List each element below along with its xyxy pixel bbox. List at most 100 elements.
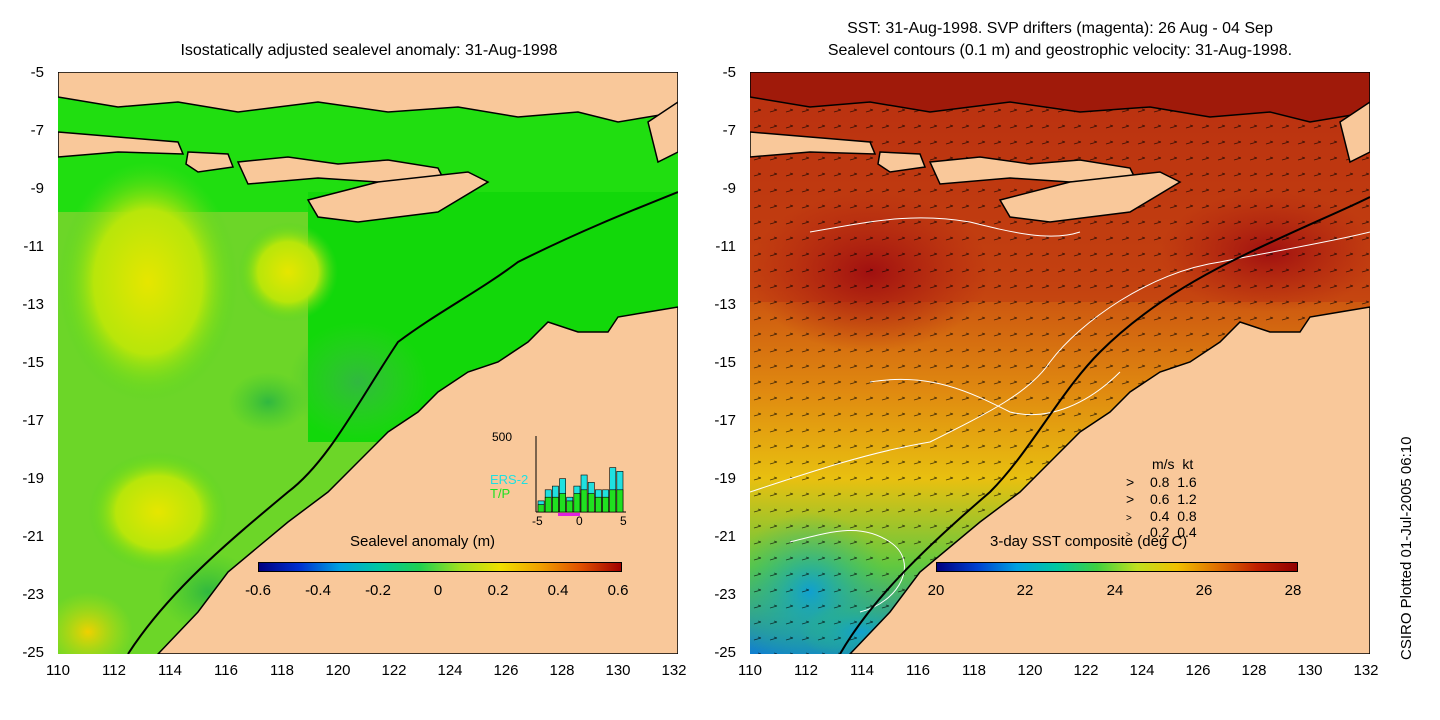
x-tick: 114 <box>158 662 182 679</box>
velocity-ms: 0.4 <box>1150 508 1170 524</box>
x-tick: 128 <box>1241 662 1267 679</box>
y-tick: -9 <box>722 180 736 197</box>
sla-colorbar <box>258 562 622 572</box>
histogram-bar-tp <box>566 500 574 513</box>
y-tick: -21 <box>714 528 736 545</box>
x-tick: 120 <box>1017 662 1043 679</box>
colorbar-tick: -0.2 <box>365 582 391 599</box>
x-tick: 132 <box>661 662 687 679</box>
right-map-title-line2: Sealevel contours (0.1 m) and geostrophi… <box>827 42 1293 59</box>
x-tick: 126 <box>493 662 519 679</box>
velocity-legend-kt-header: kt <box>1182 456 1194 472</box>
colorbar-tick: 22 <box>1016 582 1034 599</box>
y-tick: -5 <box>30 64 44 81</box>
histogram-bar-tp <box>537 504 545 513</box>
velocity-legend-row: >0.6 1.2 <box>1126 491 1197 507</box>
histogram-bar-tp <box>580 489 588 513</box>
y-tick: -9 <box>30 180 44 197</box>
y-tick: -19 <box>22 470 44 487</box>
histogram-x-tick: 5 <box>620 514 627 528</box>
y-tick: -13 <box>714 296 736 313</box>
colorbar-tick: -0.4 <box>305 582 331 599</box>
colorbar-tick: 0 <box>433 582 443 599</box>
colorbar-tick: 28 <box>1284 582 1302 599</box>
histogram-x-tick: -5 <box>532 514 543 528</box>
y-tick: -15 <box>714 354 736 371</box>
sst-velocity-map <box>750 72 1370 654</box>
track-count-histogram <box>535 436 626 516</box>
plot-timestamp: CSIRO Plotted 01-Jul-2005 06:10 <box>1398 436 1415 660</box>
y-tick: -23 <box>714 586 736 603</box>
colorbar-tick: 26 <box>1195 582 1213 599</box>
y-tick: -11 <box>23 238 44 255</box>
x-tick: 114 <box>850 662 874 679</box>
x-tick: 116 <box>214 662 238 679</box>
y-tick: -25 <box>714 644 736 661</box>
x-tick: 118 <box>270 662 294 679</box>
velocity-ms: 0.8 <box>1150 474 1170 490</box>
x-tick: 116 <box>906 662 930 679</box>
colorbar-tick: 0.6 <box>607 582 629 599</box>
x-tick: 112 <box>794 662 818 679</box>
sst-colorbar <box>936 562 1298 572</box>
x-tick: 112 <box>102 662 126 679</box>
histogram-bar-tp <box>559 493 566 513</box>
histogram-bar-tp <box>616 489 624 513</box>
y-tick: -17 <box>714 412 736 429</box>
colorbar-tick: 0.2 <box>487 582 509 599</box>
y-tick: -23 <box>22 586 44 603</box>
y-tick: -25 <box>22 644 44 661</box>
x-tick: 124 <box>1129 662 1155 679</box>
left-map-title: Isostatically adjusted sealevel anomaly:… <box>180 42 558 59</box>
histogram-bar-tp <box>609 489 617 513</box>
velocity-legend-row: >0.4 0.8 <box>1126 508 1197 524</box>
y-tick: -7 <box>30 122 44 139</box>
y-tick: -21 <box>22 528 44 545</box>
colorbar-tick: -0.6 <box>245 582 271 599</box>
x-tick: 118 <box>962 662 986 679</box>
x-tick: 128 <box>549 662 575 679</box>
histogram-x-tick: 0 <box>576 514 583 528</box>
x-tick: 122 <box>381 662 407 679</box>
histogram-bar-tp <box>602 496 609 513</box>
histogram-bar-tp <box>595 496 602 513</box>
histogram-max-label: 500 <box>492 430 513 444</box>
y-tick: -17 <box>22 412 44 429</box>
y-tick: -7 <box>722 122 736 139</box>
right-map-title-line1: SST: 31-Aug-1998. SVP drifters (magenta)… <box>847 20 1273 37</box>
velocity-legend-row: >0.2 0.4 <box>1126 524 1197 540</box>
x-tick: 130 <box>1297 662 1323 679</box>
velocity-ms: 0.2 <box>1150 524 1170 540</box>
histogram-bar-tp <box>587 493 595 513</box>
y-tick: -15 <box>22 354 44 371</box>
x-tick: 110 <box>738 662 762 679</box>
x-tick: 130 <box>605 662 631 679</box>
histogram-bar-tp <box>573 493 581 513</box>
y-tick: -11 <box>715 238 736 255</box>
sst-colorbar-label: 3-day SST composite (deg C) <box>990 533 1188 550</box>
sla-colorbar-label: Sealevel anomaly (m) <box>350 533 496 550</box>
colorbar-tick: 24 <box>1106 582 1124 599</box>
x-tick: 132 <box>1353 662 1379 679</box>
velocity-legend-ms-header: m/s <box>1152 456 1175 472</box>
x-tick: 124 <box>437 662 463 679</box>
tp-legend: T/P <box>490 486 511 501</box>
histogram-bar-tp <box>552 496 559 513</box>
velocity-kt: 1.2 <box>1177 491 1197 507</box>
x-tick: 120 <box>325 662 351 679</box>
colorbar-tick: 0.4 <box>547 582 569 599</box>
velocity-kt: 0.8 <box>1177 508 1197 524</box>
histogram-bar-tp <box>544 496 552 513</box>
velocity-legend-row: >0.8 1.6 <box>1126 474 1197 490</box>
velocity-ms: 0.6 <box>1150 491 1170 507</box>
x-tick: 122 <box>1073 662 1099 679</box>
velocity-legend-header: m/s kt <box>1152 456 1193 472</box>
y-tick: -19 <box>714 470 736 487</box>
y-tick: -13 <box>22 296 44 313</box>
colorbar-tick: 20 <box>927 582 945 599</box>
y-tick: -5 <box>722 64 736 81</box>
velocity-kt: 0.4 <box>1177 524 1197 540</box>
x-tick: 126 <box>1185 662 1211 679</box>
x-tick: 110 <box>46 662 70 679</box>
ers2-legend: ERS-2 <box>490 472 529 487</box>
